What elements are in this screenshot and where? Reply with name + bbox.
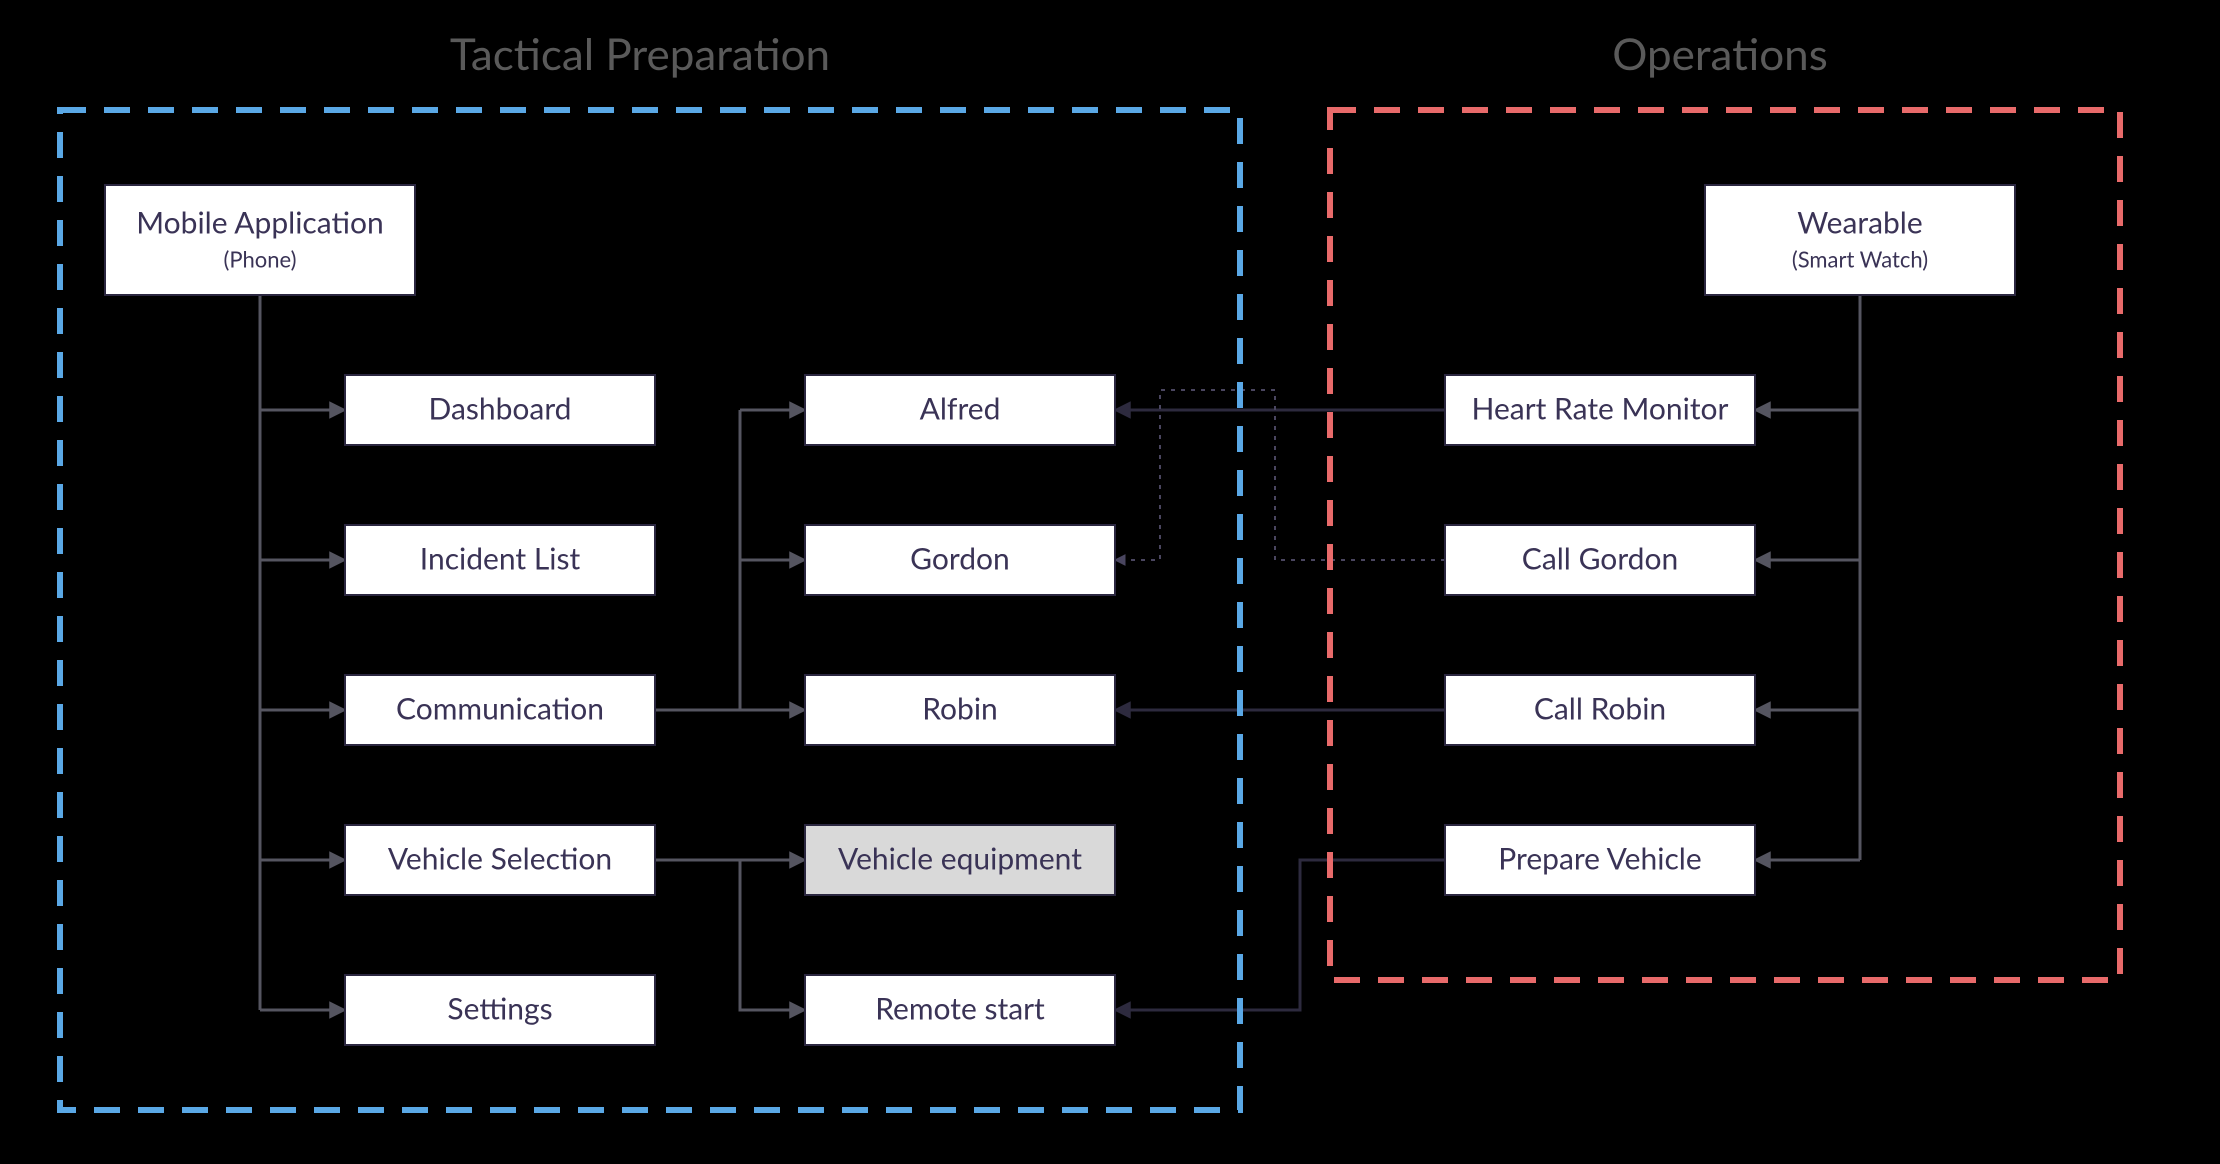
node-label-vequip: Vehicle equipment [838,841,1082,877]
node-label-wearable: Wearable [1797,205,1922,241]
node-label-cgordon: Call Gordon [1522,541,1678,577]
node-settings: Settings [345,975,655,1045]
node-gordon: Gordon [805,525,1115,595]
node-label-dash: Dashboard [429,391,572,427]
node-label-gordon: Gordon [910,541,1010,577]
edge-cross-prepveh-to-rstart [1115,860,1445,1010]
node-incident: Incident List [345,525,655,595]
node-label-settings: Settings [447,991,552,1027]
node-label-vehicle: Vehicle Selection [388,841,612,877]
node-vequip: Vehicle equipment [805,825,1115,895]
node-comm: Communication [345,675,655,745]
node-label-rstart: Remote start [875,991,1045,1027]
node-label-mobile: Mobile Application [136,205,383,241]
node-label-comm: Communication [396,691,604,727]
edge-dotted-cgordon-to-gordon [1115,390,1445,560]
node-crobin: Call Robin [1445,675,1755,745]
node-label-hrm: Heart Rate Monitor [1472,391,1729,427]
node-wearable: Wearable (Smart Watch) [1705,185,2015,295]
diagram-canvas: Tactical Preparation Operations Mobile App… [0,0,2220,1164]
node-sublabel-mobile: (Phone) [223,246,296,273]
node-prepveh: Prepare Vehicle [1445,825,1755,895]
node-label-alfred: Alfred [920,391,1001,427]
node-label-prepveh: Prepare Vehicle [1498,841,1701,877]
region-title-operations: Operations [1612,28,1828,80]
node-rstart: Remote start [805,975,1115,1045]
edge-vequip-to-rstart [740,860,805,1010]
node-label-robin: Robin [922,691,998,727]
node-sublabel-wearable: (Smart Watch) [1792,246,1928,273]
node-alfred: Alfred [805,375,1115,445]
node-cgordon: Call Gordon [1445,525,1755,595]
node-label-crobin: Call Robin [1534,691,1666,727]
node-hrm: Heart Rate Monitor [1445,375,1755,445]
node-robin: Robin [805,675,1115,745]
node-vehicle: Vehicle Selection [345,825,655,895]
node-label-incident: Incident List [420,541,581,577]
region-title-tactical: Tactical Preparation [450,28,830,80]
node-mobile: Mobile Application (Phone) [105,185,415,295]
nodes-layer: Mobile Application (Phone) Dashboard Incide… [105,185,2015,1045]
node-dash: Dashboard [345,375,655,445]
